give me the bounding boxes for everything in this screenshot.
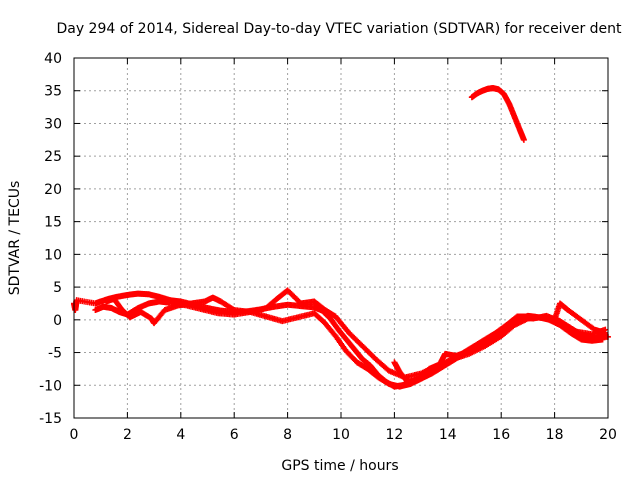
data-point	[599, 336, 606, 343]
axis-layer: 0 2 4 6 8 10 12 14 16 18 20 -15 -10 -5 0 5 10 15 20 25 30 35 4…	[39, 51, 617, 443]
y-tick-label: 0	[53, 313, 62, 329]
y-tick-label: 10	[44, 247, 62, 263]
data-marks	[71, 85, 611, 390]
y-tick-label: 20	[44, 182, 62, 198]
x-tick-label: 4	[176, 427, 185, 443]
x-tick-label: 10	[332, 427, 350, 443]
y-tick-label: 40	[44, 51, 62, 67]
y-tick-label: -15	[39, 411, 62, 427]
x-tick-label: 20	[599, 427, 617, 443]
data-point	[520, 136, 527, 143]
chart-title: Day 294 of 2014, Sidereal Day-to-day VTE…	[56, 21, 622, 37]
y-tick-label: 35	[44, 84, 62, 100]
x-tick-label: 14	[439, 427, 457, 443]
series-track-d	[391, 312, 609, 385]
x-tick-label: 2	[123, 427, 132, 443]
y-tick-label: 30	[44, 116, 62, 132]
x-tick-label: 18	[546, 427, 564, 443]
x-tick-label: 12	[385, 427, 403, 443]
grid-layer	[74, 58, 608, 418]
data-point	[602, 326, 609, 333]
y-tick-label: 5	[53, 280, 62, 296]
x-tick-label: 0	[70, 427, 79, 443]
y-tick-label: 25	[44, 149, 62, 165]
y-axis-label: SDTVAR / TECUs	[7, 181, 23, 296]
y-tick-label: -5	[48, 346, 62, 362]
x-axis-label: GPS time / hours	[281, 458, 398, 474]
plot-frame	[73, 57, 609, 419]
y-tick-label: 15	[44, 215, 62, 231]
series-track-e	[468, 85, 527, 143]
x-tick-label: 6	[230, 427, 239, 443]
x-tick-label: 16	[492, 427, 510, 443]
x-tick-label: 8	[283, 427, 292, 443]
y-tick-label: -10	[39, 378, 62, 394]
